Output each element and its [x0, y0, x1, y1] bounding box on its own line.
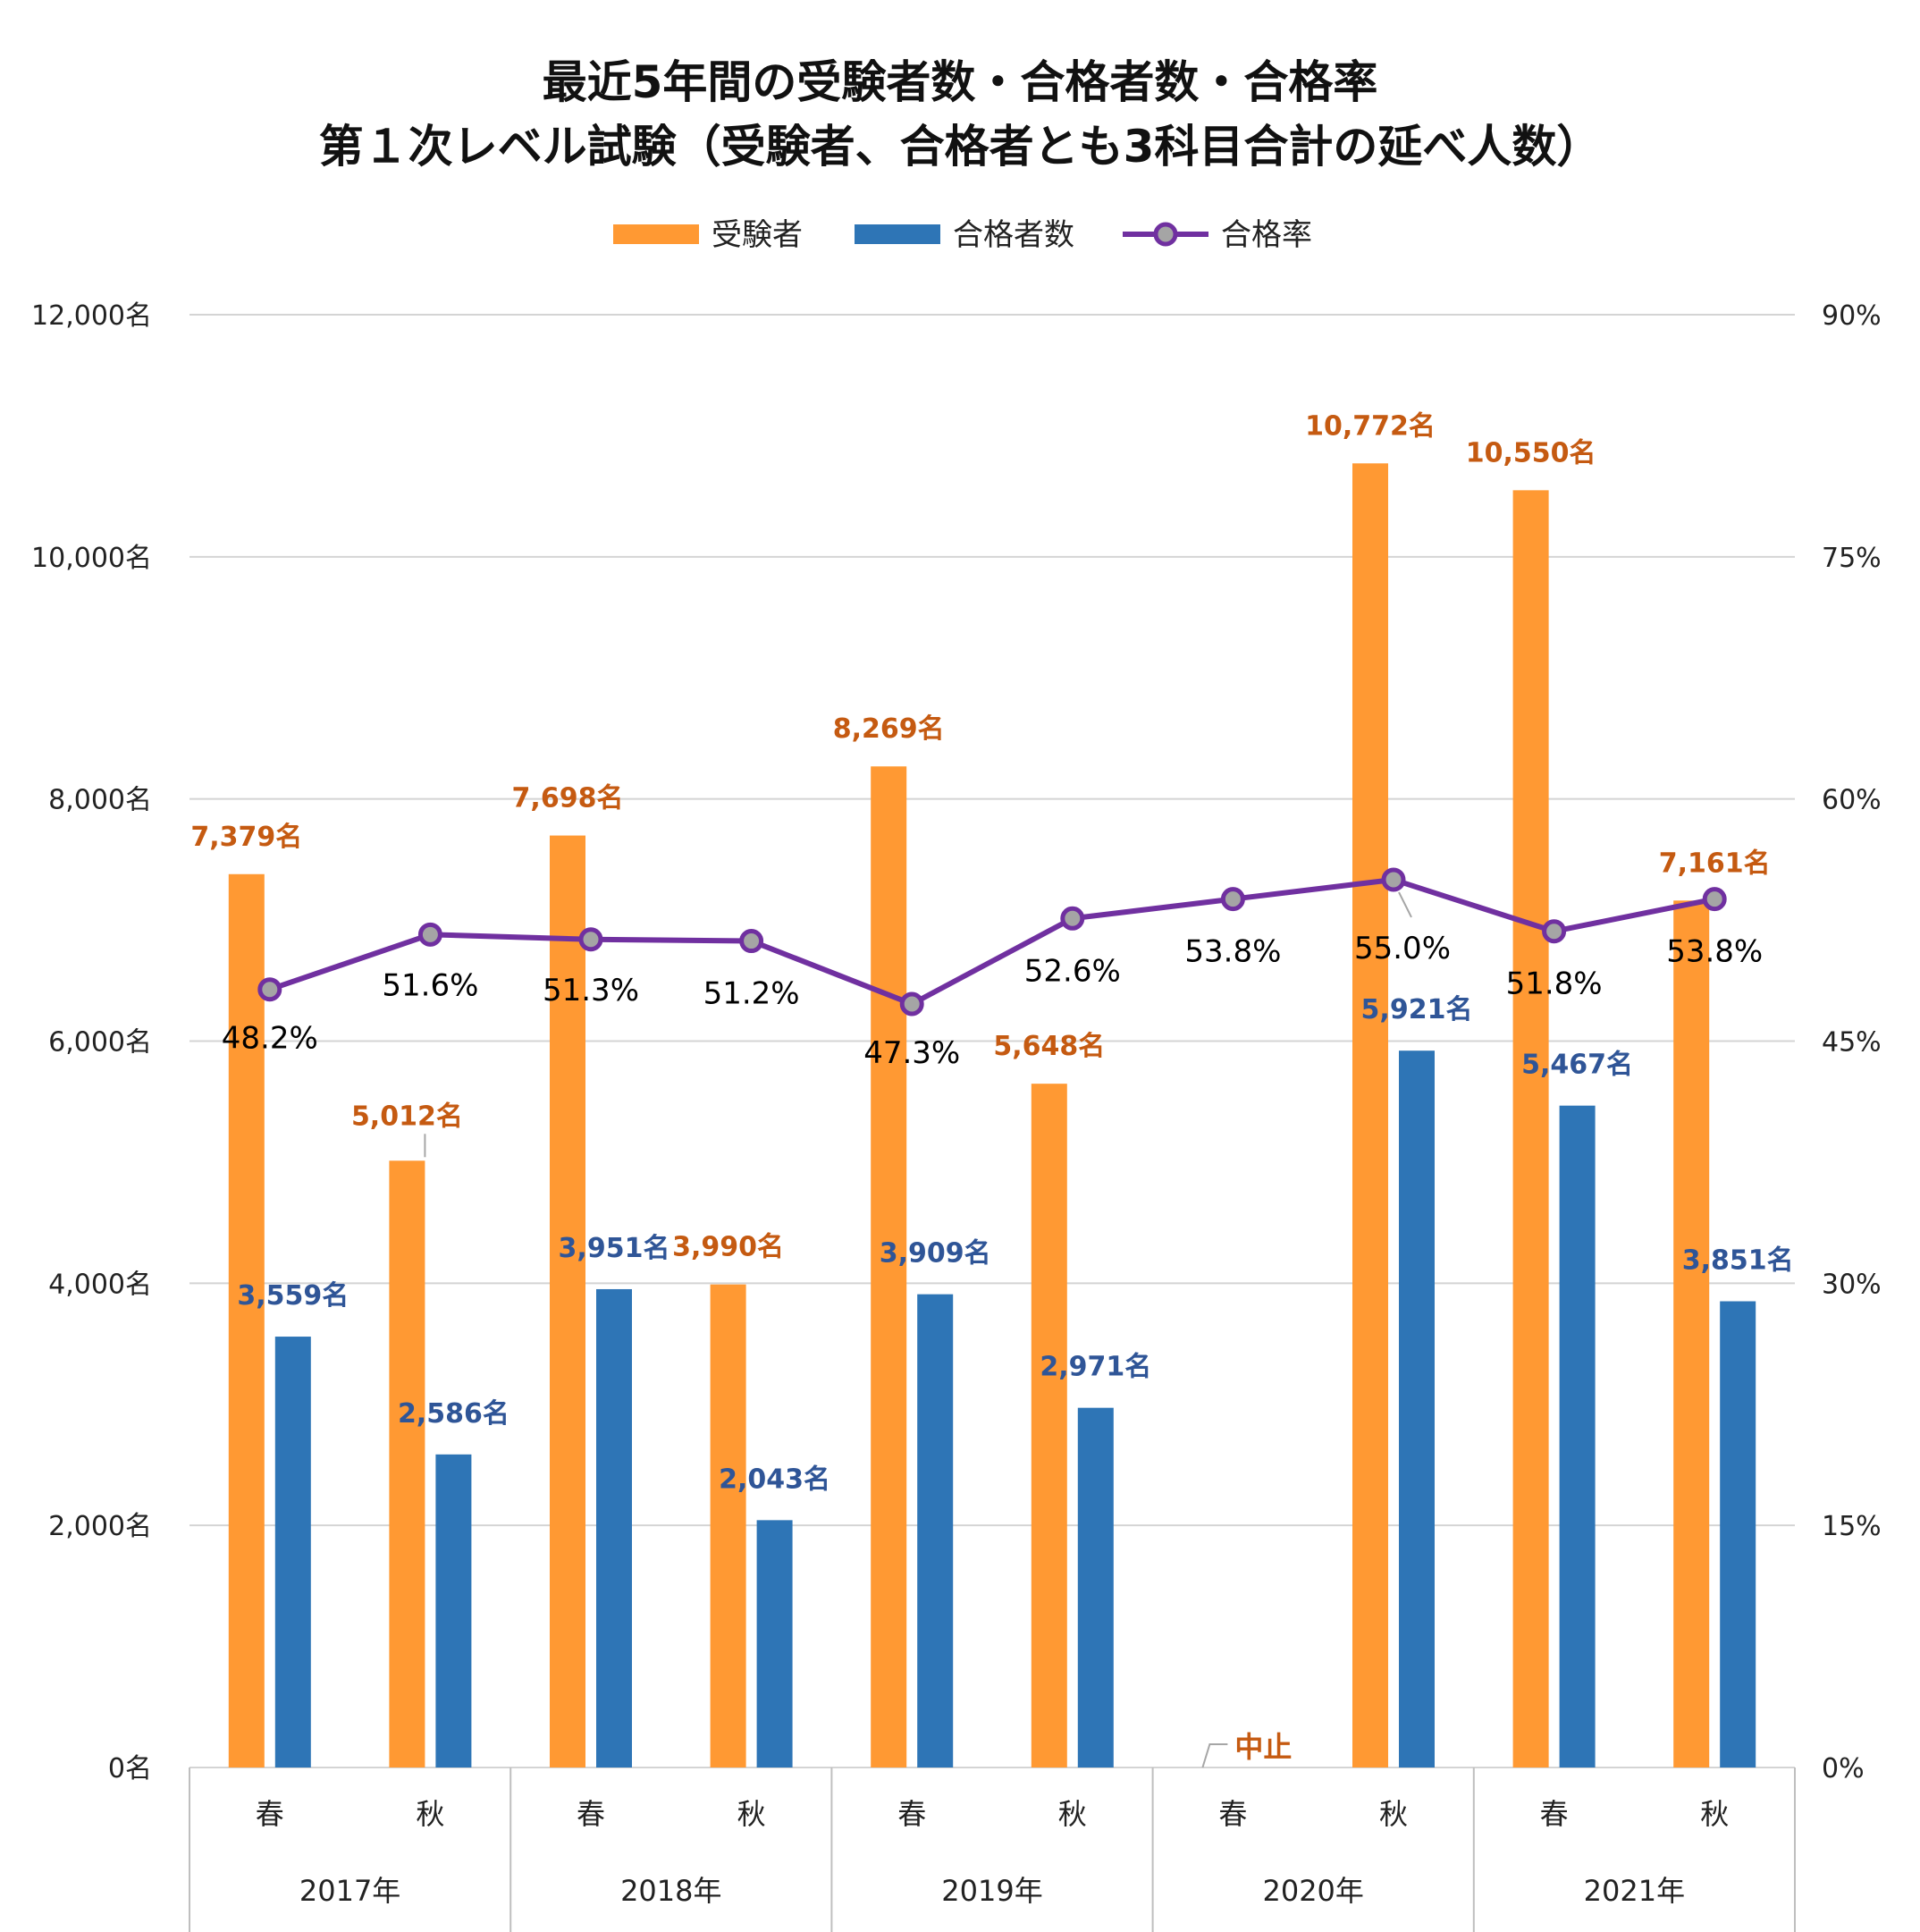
pass-rate-marker	[1702, 887, 1727, 912]
season-tick-label: 春	[1540, 1797, 1569, 1831]
passers-data-label: 2,043名	[719, 1464, 830, 1495]
pass-rate-marker	[1060, 906, 1085, 931]
applicants-data-label: 10,550名	[1466, 437, 1596, 468]
passers-data-label: 3,559名	[237, 1280, 349, 1312]
year-tick-label: 2019年	[941, 1874, 1042, 1908]
applicants-data-label: 7,379名	[190, 822, 302, 853]
pass-rate-marker	[417, 922, 442, 947]
legend-swatch-passers	[855, 224, 940, 244]
y-left-tick-label: 8,000名	[48, 785, 152, 816]
year-tick-label: 2020年	[1262, 1874, 1363, 1908]
applicants-data-label: 8,269名	[833, 713, 945, 745]
pass-rate-data-label: 55.0%	[1354, 931, 1451, 966]
y-left-tick-label: 0名	[108, 1753, 152, 1784]
season-tick-label: 春	[577, 1797, 605, 1831]
pass-rate-marker	[1381, 867, 1406, 892]
pass-rate-marker	[1542, 919, 1567, 944]
chart-subtitle: 第１次レベル試験（受験者、合格者とも3科目合計の延べ人数）	[318, 121, 1602, 173]
applicants-data-label: 7,161名	[1659, 848, 1771, 879]
bar-passers	[917, 1294, 954, 1767]
pass-rate-data-label: 51.6%	[382, 967, 478, 1003]
chart-title: 最近5年間の受験者数・合格者数・合格率	[542, 56, 1378, 108]
y-right-tick-label: 75%	[1822, 543, 1882, 574]
cancelled-label: 中止	[1234, 1730, 1292, 1764]
bar-applicants	[389, 1160, 425, 1767]
bar-applicants	[1673, 900, 1710, 1767]
year-tick-label: 2018年	[620, 1874, 721, 1908]
y-right-tick-label: 30%	[1822, 1269, 1882, 1300]
legend-label-passers: 合格者数	[953, 217, 1074, 253]
bar-passers	[756, 1520, 793, 1767]
bar-applicants	[871, 766, 907, 1768]
pass-rate-marker	[1220, 887, 1245, 912]
passers-data-label: 3,951名	[559, 1233, 670, 1264]
year-tick-label: 2017年	[299, 1874, 400, 1908]
season-tick-label: 春	[897, 1797, 926, 1831]
y-left-tick-label: 12,000名	[31, 300, 152, 332]
season-tick-label: 春	[256, 1797, 284, 1831]
y-left-tick-label: 4,000名	[48, 1269, 152, 1300]
passers-data-label: 5,921名	[1361, 994, 1473, 1025]
bar-passers	[1077, 1407, 1114, 1767]
bar-passers	[1720, 1301, 1756, 1767]
pass-rate-data-label: 52.6%	[1024, 953, 1121, 989]
pass-rate-data-label: 47.3%	[863, 1035, 960, 1071]
pass-rate-marker	[739, 929, 764, 954]
bar-applicants	[710, 1284, 746, 1767]
applicants-data-label: 10,772名	[1305, 410, 1436, 442]
legend-label-applicants: 受験者	[712, 217, 803, 253]
season-tick-label: 秋	[1379, 1797, 1408, 1831]
passers-data-label: 3,909名	[880, 1238, 991, 1270]
passers-data-label: 3,851名	[1682, 1245, 1794, 1277]
y-right-tick-label: 45%	[1822, 1027, 1882, 1059]
season-tick-label: 春	[1218, 1797, 1247, 1831]
legend-swatch-applicants	[613, 224, 699, 244]
pass-rate-marker	[578, 927, 603, 952]
season-tick-label: 秋	[416, 1797, 444, 1831]
pass-rate-data-label: 51.3%	[543, 973, 639, 1008]
passers-data-label: 5,467名	[1521, 1050, 1633, 1081]
y-right-tick-label: 0%	[1822, 1753, 1865, 1784]
applicants-data-label: 5,012名	[351, 1101, 463, 1132]
bar-applicants	[228, 873, 265, 1767]
bar-applicants	[1031, 1084, 1067, 1767]
season-tick-label: 秋	[1700, 1797, 1729, 1831]
pass-rate-data-label: 53.8%	[1666, 934, 1763, 970]
bar-passers	[596, 1288, 632, 1767]
y-left-tick-label: 10,000名	[31, 543, 152, 574]
y-right-tick-label: 90%	[1822, 300, 1882, 332]
pass-rate-data-label: 51.8%	[1506, 966, 1603, 1002]
y-right-tick-label: 15%	[1822, 1511, 1882, 1542]
pass-rate-marker	[899, 991, 924, 1017]
y-left-tick-label: 2,000名	[48, 1511, 152, 1542]
bar-passers	[435, 1454, 472, 1767]
applicants-data-label: 5,648名	[993, 1031, 1105, 1062]
pass-rate-data-label: 51.2%	[703, 976, 800, 1012]
applicants-data-label: 7,698名	[512, 783, 624, 814]
bar-passers	[1399, 1050, 1435, 1767]
cancelled-leader-line	[1201, 1743, 1228, 1768]
y-left-tick-label: 6,000名	[48, 1027, 152, 1059]
pass-rate-marker	[257, 977, 282, 1002]
pass-rate-line	[268, 876, 1715, 1007]
label-leader-line	[1398, 891, 1412, 918]
bar-passers	[274, 1337, 311, 1767]
bar-applicants	[550, 835, 585, 1767]
pass-rate-data-label: 53.8%	[1184, 934, 1281, 970]
passers-data-label: 2,971名	[1040, 1352, 1151, 1383]
passers-data-label: 2,586名	[398, 1398, 509, 1430]
bar-applicants	[1512, 490, 1549, 1767]
year-tick-label: 2021年	[1584, 1874, 1685, 1908]
legend-marker-rate	[1153, 222, 1178, 247]
pass-rate-data-label: 48.2%	[222, 1021, 318, 1057]
y-right-tick-label: 60%	[1822, 785, 1882, 816]
legend-label-rate: 合格率	[1221, 217, 1312, 253]
season-tick-label: 秋	[1058, 1797, 1087, 1831]
season-tick-label: 秋	[737, 1797, 766, 1831]
bar-passers	[1559, 1105, 1596, 1767]
bar-applicants	[1352, 463, 1388, 1767]
applicants-data-label: 3,990名	[672, 1232, 784, 1263]
